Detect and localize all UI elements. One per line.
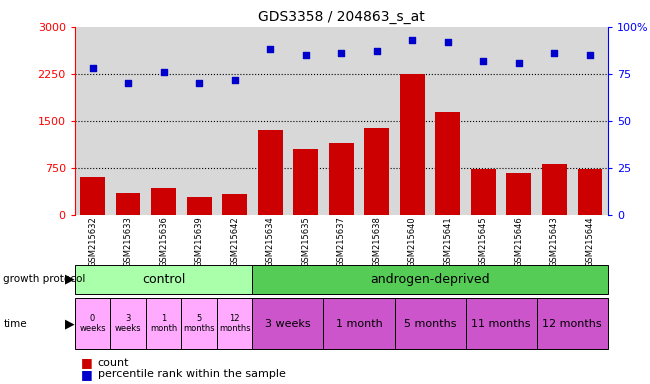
Bar [146, 298, 181, 349]
Text: 1 month: 1 month [335, 318, 382, 329]
Bar [395, 298, 465, 349]
Point [478, 58, 489, 64]
Point [265, 46, 276, 53]
Point [194, 80, 204, 86]
Point [443, 39, 453, 45]
Text: ■: ■ [81, 368, 93, 381]
Point [123, 80, 133, 86]
Text: 12 months: 12 months [542, 318, 602, 329]
Bar [252, 298, 324, 349]
Bar [75, 265, 252, 294]
Bar [400, 74, 424, 215]
Text: 1
month: 1 month [150, 314, 177, 333]
Bar [542, 164, 567, 215]
Bar [252, 265, 608, 294]
Bar [537, 298, 608, 349]
Text: 12
months: 12 months [219, 314, 250, 333]
Bar [111, 298, 146, 349]
Bar [465, 298, 537, 349]
Text: ■: ■ [81, 356, 93, 369]
Text: 5 months: 5 months [404, 318, 456, 329]
Point [336, 50, 346, 56]
Point [372, 48, 382, 55]
Text: 5
months: 5 months [183, 314, 215, 333]
Title: GDS3358 / 204863_s_at: GDS3358 / 204863_s_at [258, 10, 424, 25]
Bar [293, 149, 318, 215]
Point [407, 37, 417, 43]
Bar [217, 298, 252, 349]
Bar [471, 169, 496, 215]
Bar [222, 194, 247, 215]
Bar [436, 112, 460, 215]
Text: 3
weeks: 3 weeks [115, 314, 141, 333]
Point [87, 65, 98, 71]
Bar [80, 177, 105, 215]
Bar [75, 298, 110, 349]
Bar [578, 169, 603, 215]
Point [585, 52, 595, 58]
Text: 0
weeks: 0 weeks [79, 314, 106, 333]
Text: time: time [3, 318, 27, 329]
Bar [365, 129, 389, 215]
Point [300, 52, 311, 58]
Bar [329, 143, 354, 215]
Point [514, 60, 524, 66]
Point [229, 76, 240, 83]
Bar [258, 131, 283, 215]
Text: percentile rank within the sample: percentile rank within the sample [98, 369, 285, 379]
Text: growth protocol: growth protocol [3, 274, 86, 285]
Text: 11 months: 11 months [471, 318, 531, 329]
Bar [181, 298, 217, 349]
Point [549, 50, 560, 56]
Text: 3 weeks: 3 weeks [265, 318, 311, 329]
Text: androgen-deprived: androgen-deprived [370, 273, 490, 286]
Bar [187, 197, 211, 215]
Bar [324, 298, 395, 349]
Bar [151, 188, 176, 215]
Text: ▶: ▶ [66, 317, 75, 330]
Bar [506, 173, 531, 215]
Bar [116, 193, 140, 215]
Point [159, 69, 169, 75]
Text: count: count [98, 358, 129, 368]
Text: ▶: ▶ [66, 273, 75, 286]
Text: control: control [142, 273, 185, 286]
